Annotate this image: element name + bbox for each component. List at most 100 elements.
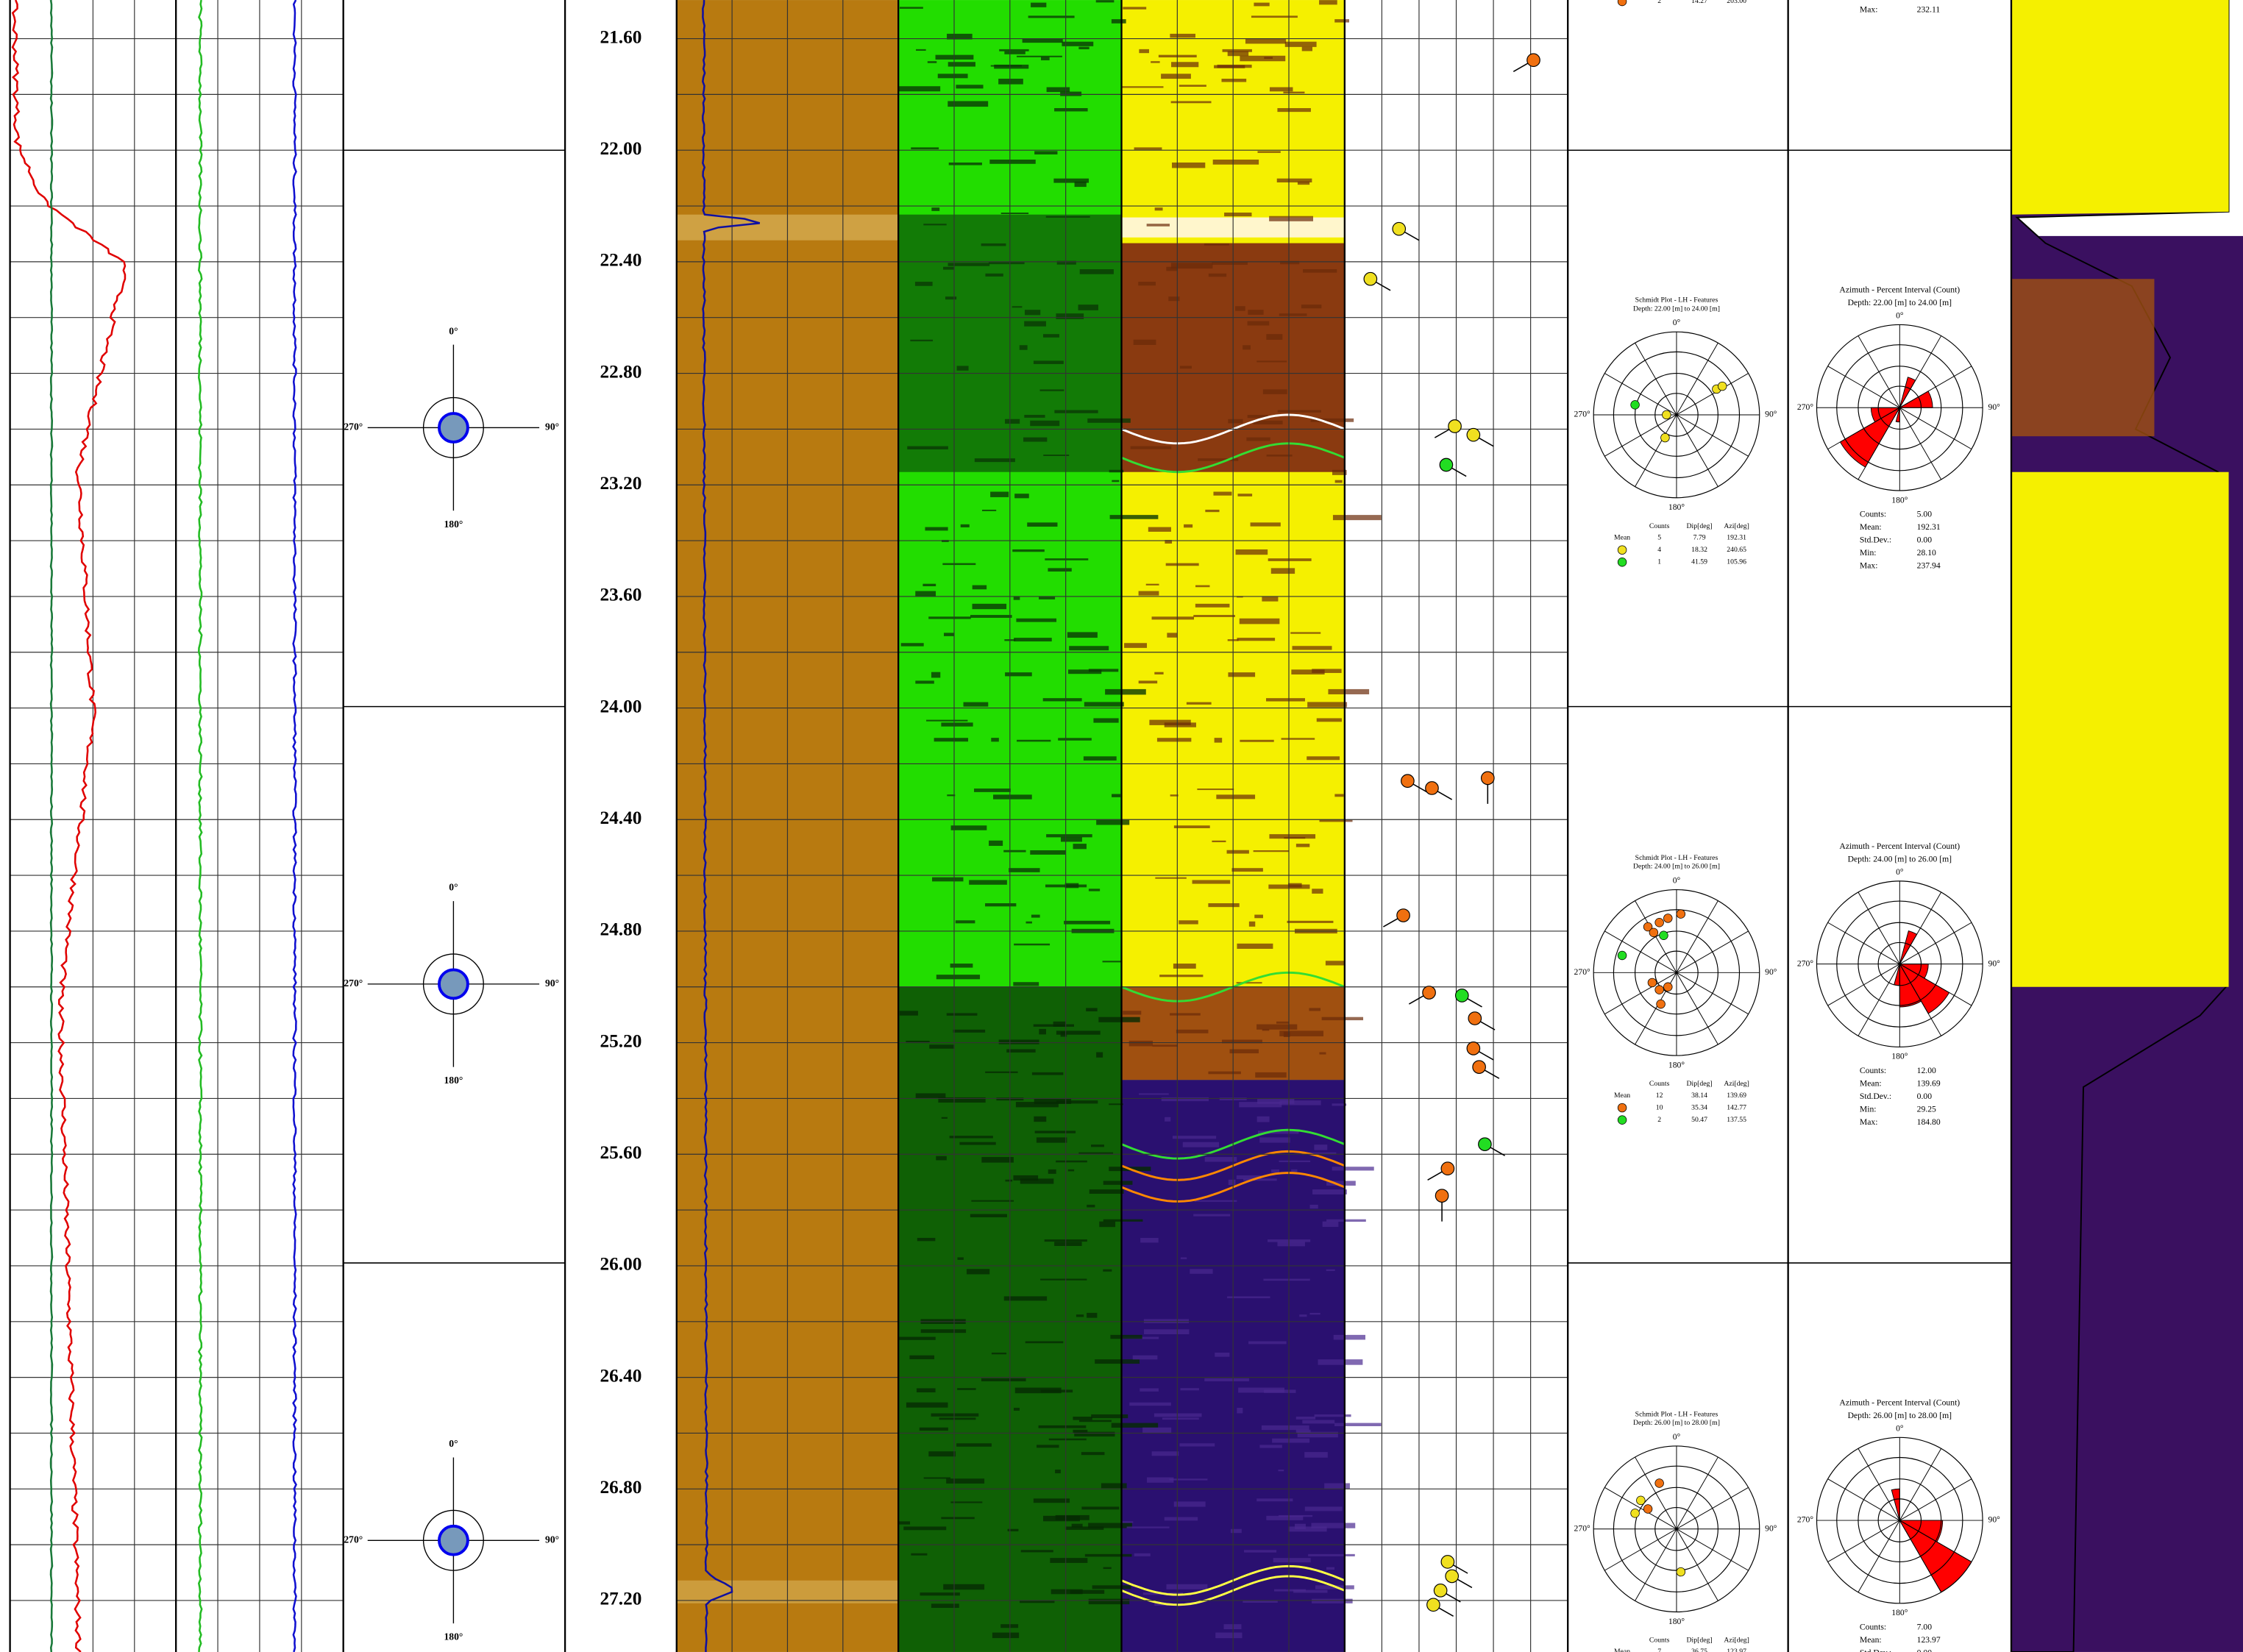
image-speck — [1237, 943, 1273, 949]
image-speck — [1223, 1624, 1242, 1630]
image-speck — [1170, 263, 1213, 269]
image-speck — [1238, 1387, 1284, 1393]
image-speck — [1259, 1137, 1290, 1143]
image-speck — [1040, 1389, 1073, 1393]
image-speck — [974, 458, 1015, 463]
stereonet-pole — [1643, 1504, 1653, 1514]
legend-cell: 137.55 — [1727, 1116, 1746, 1124]
image-speck — [1295, 844, 1310, 847]
image-speck — [1165, 563, 1199, 566]
image-speck — [1111, 19, 1126, 24]
image-speck — [1055, 1470, 1061, 1474]
image-speck — [1266, 455, 1293, 457]
image-speck — [1151, 61, 1160, 63]
depth-label: 24.40 — [600, 808, 641, 828]
image-speck — [907, 446, 948, 450]
image-speck — [1078, 1152, 1114, 1154]
image-speck — [1140, 1388, 1159, 1392]
image-speck — [1186, 702, 1212, 705]
depth-label: 22.80 — [600, 361, 641, 382]
image-speck — [1056, 313, 1084, 319]
image-speck — [1154, 1413, 1202, 1417]
green-curve — [49, 0, 54, 1652]
rose-stat-value: 232.11 — [1917, 4, 1941, 14]
image-speck — [1332, 469, 1347, 475]
image-speck — [1046, 834, 1092, 838]
image-speck — [1166, 1584, 1208, 1589]
image-speck — [1272, 1438, 1310, 1443]
image-speck — [1020, 1178, 1054, 1184]
image-speck — [1043, 334, 1059, 338]
image-speck — [1176, 1029, 1209, 1033]
image-speck — [998, 1039, 1039, 1044]
polar-spoke — [1858, 335, 1942, 480]
image-speck — [1147, 1477, 1174, 1483]
image-speck — [1334, 480, 1343, 483]
image-speck — [1334, 19, 1350, 23]
image-speck — [1179, 85, 1206, 87]
image-speck — [947, 33, 973, 40]
image-speck — [1316, 718, 1342, 722]
image-speck — [1095, 0, 1115, 3]
tadpole — [1466, 1042, 1481, 1055]
image-speck — [1039, 389, 1064, 391]
image-speck — [1060, 837, 1082, 842]
image-speck — [1004, 51, 1025, 54]
image-speck — [1050, 1558, 1088, 1563]
image-speck — [1222, 49, 1252, 52]
image-speck — [1058, 738, 1092, 741]
image-speck — [1014, 1387, 1062, 1394]
image-speck — [1212, 159, 1259, 165]
image-speck — [1334, 794, 1344, 797]
tadpole — [1363, 271, 1378, 286]
image-speck — [1081, 1506, 1120, 1510]
stereonet-pole — [1643, 922, 1653, 932]
tadpole — [1440, 1161, 1455, 1176]
image-speck — [1074, 181, 1087, 188]
image-speck — [1045, 558, 1089, 560]
image-speck — [925, 527, 948, 531]
image-speck — [957, 1257, 964, 1260]
image-speck — [1230, 1528, 1242, 1534]
tadpole — [1422, 986, 1436, 1000]
legend-header: Azi[deg] — [1724, 522, 1749, 530]
image-speck — [1007, 1528, 1019, 1531]
stereonet-title: Schmidt Plot - LH - Features — [1635, 1410, 1718, 1418]
image-speck — [1109, 469, 1124, 473]
image-speck — [1034, 1131, 1076, 1133]
image-speck — [1290, 632, 1321, 634]
image-speck — [950, 825, 987, 830]
image-speck — [915, 591, 936, 597]
image-speck — [1033, 360, 1064, 364]
image-speck — [994, 64, 1029, 69]
image-speck — [1020, 1550, 1053, 1553]
image-speck — [1161, 1097, 1209, 1102]
image-speck — [1215, 1352, 1230, 1357]
image-speck — [899, 7, 923, 9]
image-speck — [1123, 1011, 1142, 1015]
image-speck — [898, 1336, 936, 1340]
tadpole — [1396, 908, 1410, 922]
depth-label: 22.00 — [600, 138, 641, 159]
image-speck — [1079, 269, 1114, 274]
image-speck — [1301, 305, 1322, 309]
image-speck — [1139, 49, 1149, 54]
compass-north: 0° — [449, 1438, 458, 1449]
rose-stat-value: 5.00 — [1917, 510, 1933, 519]
image-speck — [1014, 494, 1029, 499]
image-speck — [1154, 672, 1164, 674]
image-speck — [1332, 1167, 1374, 1171]
polar-east: 90° — [1765, 967, 1777, 977]
legend-cell: 35.34 — [1691, 1103, 1707, 1111]
image-speck — [1195, 603, 1230, 608]
image-speck — [916, 1388, 936, 1392]
compass-north: 0° — [449, 325, 458, 336]
image-speck — [1246, 437, 1270, 441]
image-speck — [991, 738, 999, 742]
image-speck — [932, 877, 964, 882]
legend-cell: 38.14 — [1691, 1092, 1707, 1100]
stereonet-pole — [1656, 999, 1666, 1009]
image-speck — [999, 49, 1029, 51]
polar-west: 270° — [1797, 958, 1813, 968]
image-speck — [1022, 38, 1063, 43]
